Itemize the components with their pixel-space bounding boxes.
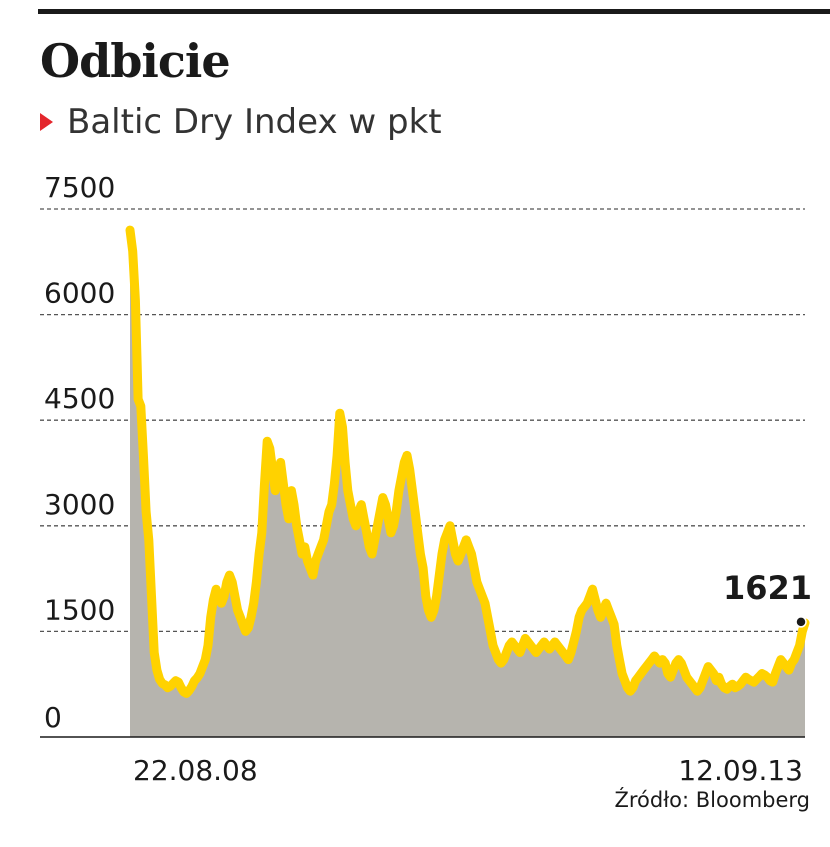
y-tick-label: 7500 [44,171,115,204]
chart-title: Odbicie [40,34,231,88]
last-point-marker [795,616,807,628]
chart-subtitle: Baltic Dry Index w pkt [67,102,442,142]
y-tick-label: 1500 [44,593,115,626]
y-tick-label: 4500 [44,382,115,415]
source-note: Źródło: Bloomberg [614,788,810,812]
area-fill [130,230,805,737]
y-tick-label: 6000 [44,277,115,310]
y-axis-tick-labels: 0 1500 3000 4500 6000 7500 [44,171,115,734]
triangle-marker-icon [40,113,53,131]
last-value-label: 1621 [723,569,812,607]
top-rule [38,9,830,14]
y-tick-label: 3000 [44,488,115,521]
y-tick-label: 0 [44,701,62,734]
x-tick-label: 12.09.13 [678,754,803,787]
subtitle-row: Baltic Dry Index w pkt [40,102,442,142]
x-tick-label: 22.08.08 [133,754,258,787]
series-line [125,225,810,698]
x-axis-tick-labels: 22.08.08 12.09.13 [133,754,803,787]
grid-lines [40,208,805,633]
